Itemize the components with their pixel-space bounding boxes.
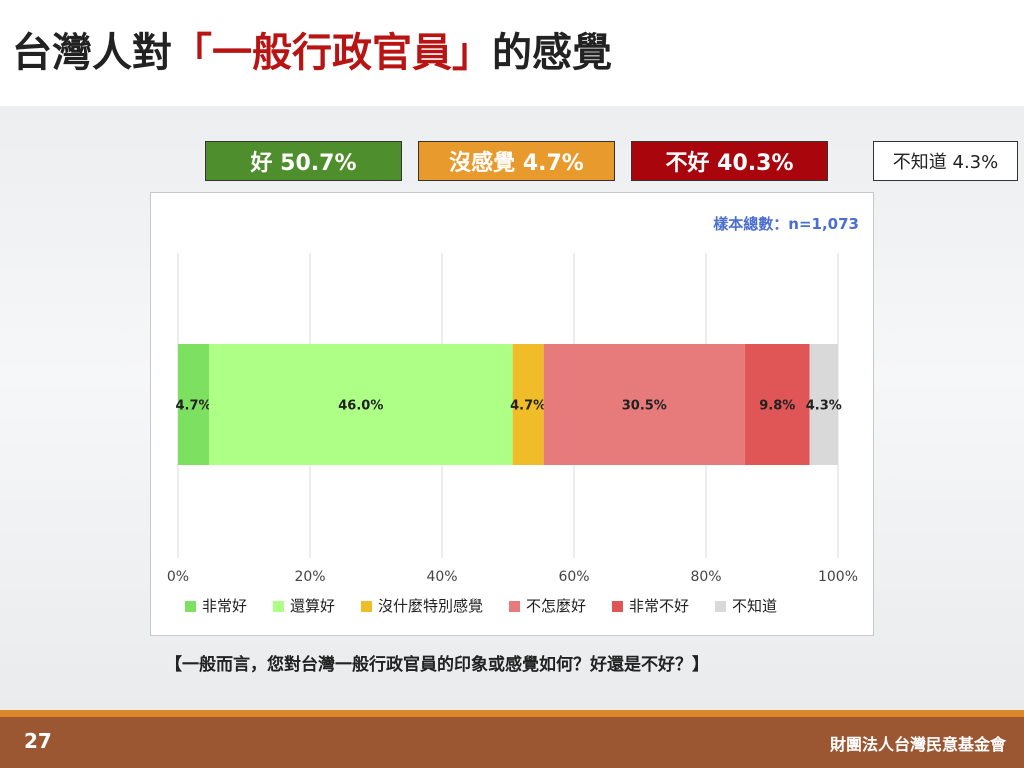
bar-segment [178,344,210,465]
bar-segment [809,344,838,465]
chart-panel: 樣本總數：n=1,073 0% 20% 40% 60% 80% 100% 4.7% 46.0%… [150,192,874,636]
title-suffix: 的感覺 [492,30,612,76]
title-highlight: 「一般行政官員」 [172,30,492,76]
legend-swatch [509,601,520,612]
data-label: 4.7% [175,399,211,414]
legend-label: 不怎麼好 [526,597,586,615]
summary-bad-box: 不好 40.3% [631,141,828,181]
page-title: 台灣人對「一般行政官員」的感覺 [12,18,612,88]
legend-swatch [361,601,372,612]
summary-good-box: 好 50.7% [205,141,402,181]
bar-segment [512,344,544,465]
x-tick-label: 60% [558,569,589,585]
organization-name: 財團法人台灣民意基金會 [829,735,1006,754]
data-label: 46.0% [338,399,383,414]
bar-segment [209,344,513,465]
data-label: 4.7% [510,399,546,414]
bar-segment [543,344,745,465]
legend-label: 非常不好 [629,597,689,615]
legend-label: 不知道 [732,597,777,615]
x-tick-label: 40% [426,569,457,585]
legend-swatch [185,601,196,612]
data-label: 30.5% [622,399,667,414]
sample-size-note: 樣本總數：n=1,073 [713,215,859,233]
legend-swatch [715,601,726,612]
legend-swatch [612,601,623,612]
stacked-bar-chart: 0% 20% 40% 60% 80% 100% 4.7% 46.0% 4.7% 30.5% 9.8%… [167,253,858,615]
x-tick-label: 0% [167,569,189,585]
footer-bar: 27 財團法人台灣民意基金會 [0,717,1024,768]
x-tick-label: 80% [690,569,721,585]
bar-segment [744,344,810,465]
footer-accent-line [0,710,1024,717]
survey-question: 【一般而言，您對台灣一般行政官員的印象或感覺如何？好還是不好？】 [165,655,709,675]
summary-neutral-box: 沒感覺 4.7% [418,141,615,181]
x-tick-label: 20% [294,569,325,585]
legend-swatch [273,601,284,612]
x-tick-label: 100% [818,569,858,585]
summary-dont-know-box: 不知道 4.3% [873,141,1018,181]
legend-label: 沒什麼特別感覺 [378,597,483,615]
title-prefix: 台灣人對 [12,30,172,76]
legend-label: 還算好 [290,597,335,615]
page-number: 27 [24,729,52,753]
data-label: 4.3% [806,399,842,414]
data-label: 9.8% [759,399,795,414]
legend-label: 非常好 [202,597,247,615]
